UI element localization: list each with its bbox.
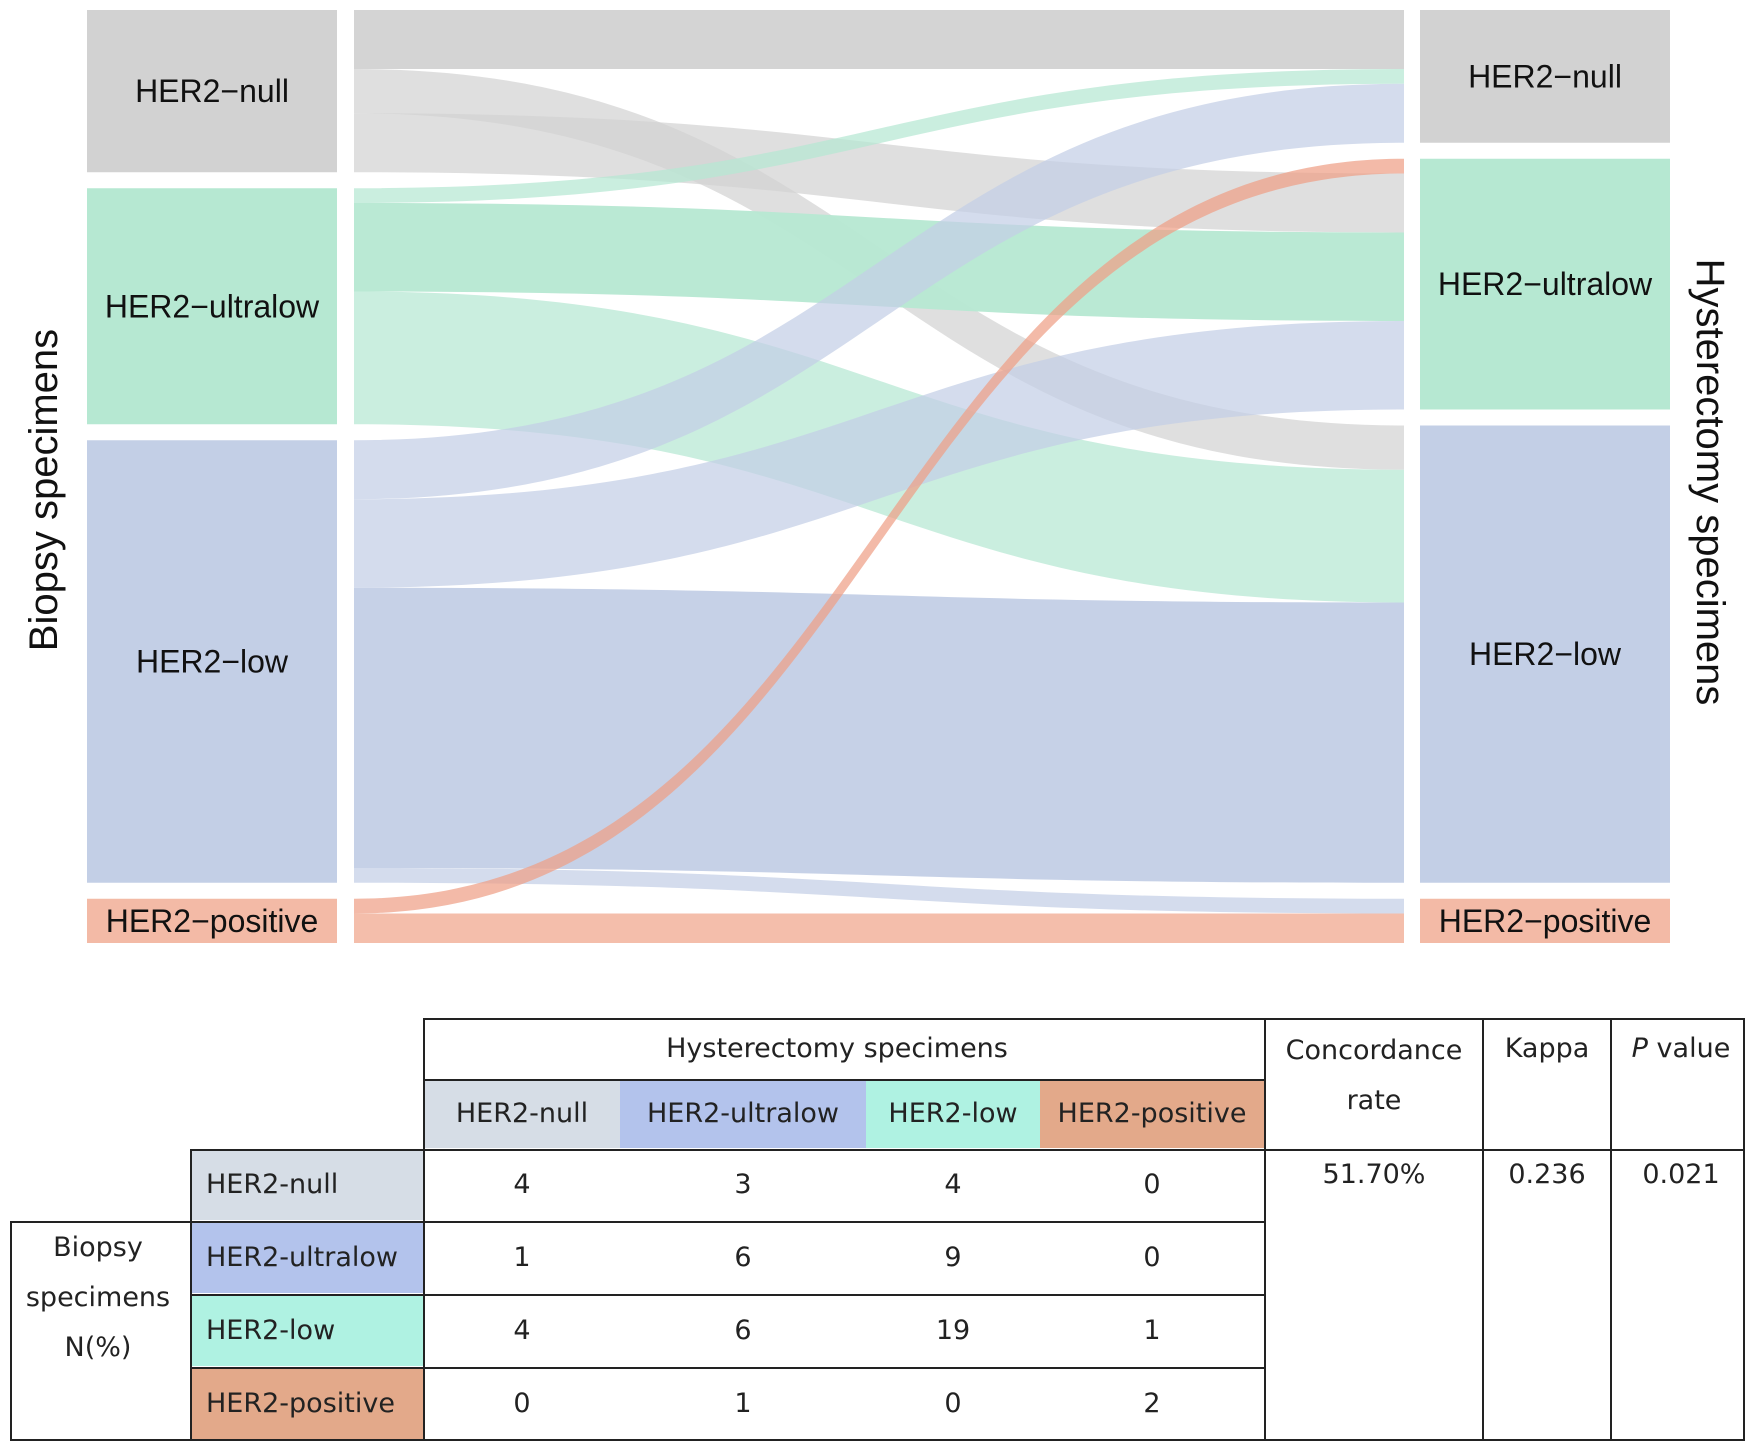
cell-positive-ultralow: 1: [734, 1388, 752, 1420]
right-node-ultralow: [1420, 158, 1670, 410]
cell-low-low: 19: [935, 1315, 971, 1347]
cell-positive-null: 0: [513, 1388, 531, 1420]
concordance-table: Hysterectomy specimens Concordance rate …: [0, 1018, 1750, 1442]
left-node-ultralow: [87, 188, 337, 425]
sankey-nodes: HER2−null HER2−ultralow HER2−low HER2−posit…: [87, 10, 1670, 943]
header-p-value: P value: [1612, 1018, 1750, 1080]
grid-line: [190, 1367, 1266, 1369]
cell-low-ultralow: 6: [734, 1315, 752, 1347]
flow-low-to-null: [354, 83, 1404, 500]
grid-line: [423, 1018, 425, 1441]
grid-line: [190, 1149, 1745, 1151]
row-label-positive: HER2-positive: [190, 1369, 424, 1439]
cell-null-ultralow: 3: [734, 1169, 752, 1201]
p-italic: P: [1631, 1033, 1648, 1065]
sankey-chart: HER2−null HER2−ultralow HER2−low HER2−posit…: [22, 10, 1732, 943]
flow-low-to-low: [354, 587, 1404, 883]
left-node-positive: [87, 898, 337, 943]
header-kappa: Kappa: [1504, 1033, 1590, 1065]
cell-null-positive: 0: [1143, 1169, 1161, 1201]
col-header-ultralow: HER2-ultralow: [620, 1080, 866, 1148]
row-label-low: HER2-low: [190, 1296, 424, 1366]
p-rest: value: [1647, 1033, 1731, 1065]
flow-null-to-ultralow: [354, 113, 1404, 233]
left-node-label-null: HER2−null: [135, 73, 289, 109]
grid-line: [1610, 1018, 1612, 1441]
header-concordance: Concordance rate: [1285, 1035, 1463, 1116]
cell-low-null: 4: [513, 1315, 531, 1347]
left-node-label-ultralow: HER2−ultralow: [105, 288, 320, 324]
grid-line: [190, 1149, 192, 1441]
kappa-value: 0.236: [1508, 1159, 1586, 1191]
grid-line: [10, 1439, 1745, 1441]
flow-null-to-null: [354, 10, 1404, 69]
col-header-low: HER2-low: [866, 1080, 1040, 1148]
cell-ultralow-low: 9: [944, 1242, 962, 1274]
left-node-label-low: HER2−low: [136, 644, 289, 680]
row-group-biopsy: Biopsy specimens N(%): [25, 1232, 171, 1363]
grid-line: [423, 1018, 1745, 1020]
grid-line: [10, 1221, 1266, 1223]
right-node-label-low: HER2−low: [1469, 636, 1622, 672]
row-label-null: HER2-null: [190, 1150, 424, 1220]
right-node-label-null: HER2−null: [1468, 58, 1622, 94]
p-value: 0.021: [1642, 1159, 1720, 1191]
cell-ultralow-ultralow: 6: [734, 1242, 752, 1274]
col-header-null: HER2-null: [424, 1080, 620, 1148]
right-node-positive: [1420, 898, 1670, 943]
grid-line: [1264, 1018, 1266, 1441]
grid-line: [10, 1221, 12, 1441]
left-node-low: [87, 440, 337, 883]
right-node-low: [1420, 425, 1670, 883]
concordance-value: 51.70%: [1322, 1159, 1426, 1191]
left-node-null: [87, 10, 337, 173]
flow-ultralow-to-null: [354, 69, 1404, 203]
header-hysterectomy: Hysterectomy specimens: [666, 1033, 1008, 1065]
grid-line: [424, 1079, 1266, 1081]
right-node-label-ultralow: HER2−ultralow: [1438, 266, 1653, 302]
right-node-label-positive: HER2−positive: [1439, 903, 1652, 939]
col-header-positive: HER2-positive: [1040, 1080, 1264, 1148]
cell-positive-low: 0: [944, 1388, 962, 1420]
left-node-label-positive: HER2−positive: [106, 903, 319, 939]
flow-positive-to-positive: [354, 913, 1404, 943]
cell-ultralow-positive: 0: [1143, 1242, 1161, 1274]
flow-low-to-ultralow: [354, 321, 1404, 588]
flow-positive-to-ultralow: [354, 158, 1404, 914]
cell-ultralow-null: 1: [513, 1242, 531, 1274]
flow-low-to-positive: [354, 868, 1404, 914]
left-axis-title: Biopsy specimens: [22, 329, 66, 651]
grid-line: [190, 1294, 1266, 1296]
cell-null-null: 4: [513, 1169, 531, 1201]
right-node-null: [1420, 10, 1670, 143]
cell-positive-positive: 2: [1143, 1388, 1161, 1420]
row-label-ultralow: HER2-ultralow: [190, 1223, 424, 1293]
cell-null-low: 4: [944, 1169, 962, 1201]
sankey-ribbons: [354, 10, 1404, 943]
cell-low-positive: 1: [1143, 1315, 1161, 1347]
grid-line: [1743, 1018, 1745, 1441]
grid-line: [1482, 1018, 1484, 1441]
right-axis-title: Hysterectomy specimens: [1688, 259, 1732, 706]
